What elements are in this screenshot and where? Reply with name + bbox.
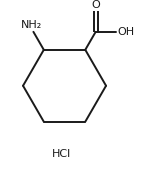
Text: O: O xyxy=(91,0,100,10)
Text: OH: OH xyxy=(117,27,134,37)
Text: HCl: HCl xyxy=(52,149,71,159)
Text: NH₂: NH₂ xyxy=(21,20,43,30)
